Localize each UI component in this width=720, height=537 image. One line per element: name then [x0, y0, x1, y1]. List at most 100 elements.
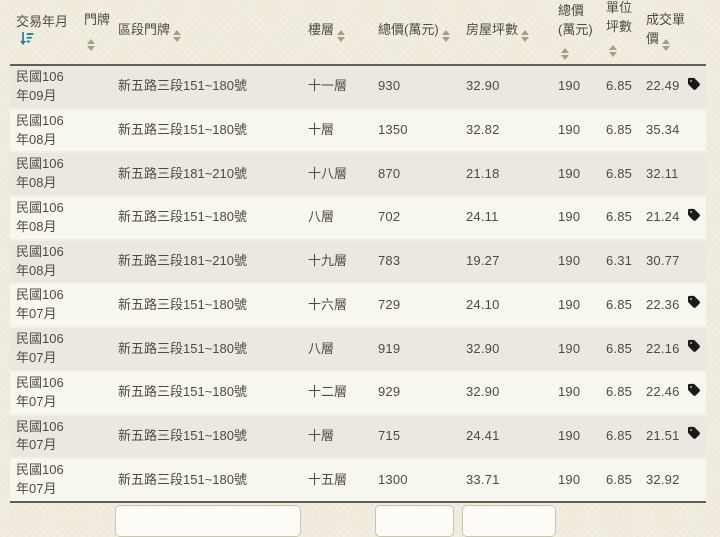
- sort-toggle-icon[interactable]: [87, 38, 95, 51]
- date-year: 民國106: [16, 418, 64, 434]
- column-header-total-price[interactable]: 總價(萬元): [372, 0, 460, 66]
- cell-house-ping: 32.90: [460, 371, 552, 416]
- column-header-total-price-2[interactable]: 總價(萬元): [552, 0, 600, 66]
- cell-unit-price: 32.11: [640, 153, 688, 198]
- cell-total-price: 1300: [372, 459, 460, 503]
- column-label: 門牌: [84, 12, 111, 28]
- cell-unit-price: 22.46: [640, 371, 688, 416]
- column-header-floor[interactable]: 樓層: [302, 0, 372, 66]
- column-header-section-address[interactable]: 區段門牌: [112, 0, 302, 66]
- cell-total-price-2: 190: [552, 197, 600, 241]
- sort-toggle-icon[interactable]: [561, 47, 569, 60]
- cell-unit-price: 30.77: [640, 240, 688, 285]
- cell-total-price: 729: [372, 284, 460, 329]
- cell-total-price: 702: [372, 197, 460, 241]
- cell-unit-ping: 6.85: [600, 197, 640, 241]
- sort-toggle-icon[interactable]: [441, 29, 450, 42]
- cell-tag: [688, 240, 706, 285]
- date-month: 年07月: [16, 393, 57, 409]
- cell-floor: 八層: [302, 328, 372, 372]
- cell-total-price-2: 190: [552, 109, 600, 154]
- sort-toggle-icon[interactable]: [337, 29, 346, 42]
- cell-gate-number: [78, 284, 112, 329]
- pagination-button[interactable]: [375, 505, 454, 537]
- column-label: 房屋坪數: [466, 21, 519, 37]
- sort-descending-active-icon[interactable]: [19, 32, 34, 46]
- cell-unit-price: 35.34: [640, 109, 688, 154]
- column-label: 區段門牌: [118, 21, 171, 37]
- cell-section-address: 新五路三段151~180號: [112, 371, 302, 416]
- cell-total-price-2: 190: [552, 153, 600, 198]
- cell-house-ping: 32.82: [460, 109, 552, 154]
- cell-unit-price: 21.24: [640, 197, 688, 241]
- pagination-button[interactable]: [462, 505, 556, 537]
- table-row[interactable]: 民國106 年07月 新五路三段151~180號 十層 715 24.41 19…: [10, 415, 706, 460]
- cell-unit-price: 22.16: [640, 328, 688, 372]
- cell-section-address: 新五路三段151~180號: [112, 109, 302, 154]
- table-row[interactable]: 民國106 年08月 新五路三段181~210號 十八層 870 21.18 1…: [10, 153, 706, 198]
- cell-gate-number: [78, 328, 112, 372]
- column-label: 成交單價: [646, 12, 686, 46]
- table-row[interactable]: 民國106 年07月 新五路三段151~180號 十五層 1300 33.71 …: [10, 459, 706, 503]
- cell-section-address: 新五路三段151~180號: [112, 459, 302, 503]
- date-month: 年08月: [16, 175, 57, 191]
- table-row[interactable]: 民國106 年08月 新五路三段151~180號 八層 702 24.11 19…: [10, 197, 706, 241]
- sort-toggle-icon[interactable]: [173, 29, 182, 42]
- cell-unit-price: 32.92: [640, 459, 688, 503]
- tag-icon[interactable]: [688, 339, 702, 353]
- table-row[interactable]: 民國106 年08月 新五路三段181~210號 十九層 783 19.27 1…: [10, 240, 706, 285]
- cell-tag: [688, 153, 706, 198]
- cell-transaction-date: 民國106 年09月: [10, 66, 78, 110]
- cell-section-address: 新五路三段151~180號: [112, 328, 302, 372]
- tag-icon[interactable]: [688, 295, 702, 309]
- cell-transaction-date: 民國106 年08月: [10, 153, 78, 198]
- date-month: 年08月: [16, 262, 57, 278]
- cell-unit-price: 22.36: [640, 284, 688, 329]
- column-header-gate-number[interactable]: 門牌: [78, 0, 112, 66]
- date-year: 民國106: [16, 331, 64, 347]
- tag-icon[interactable]: [688, 426, 702, 440]
- sort-toggle-icon[interactable]: [609, 44, 617, 57]
- column-header-unit-ping[interactable]: 單位坪數: [600, 0, 640, 66]
- tag-icon[interactable]: [688, 208, 702, 222]
- cell-floor: 八層: [302, 197, 372, 241]
- column-header-house-ping[interactable]: 房屋坪數: [460, 0, 552, 66]
- tag-icon[interactable]: [688, 77, 702, 91]
- cell-gate-number: [78, 153, 112, 198]
- sort-toggle-icon[interactable]: [521, 29, 530, 42]
- column-header-unit-price[interactable]: 成交單價: [640, 0, 688, 66]
- table-row[interactable]: 民國106 年09月 新五路三段151~180號 十一層 930 32.90 1…: [10, 66, 706, 110]
- cell-floor: 十層: [302, 415, 372, 460]
- cell-total-price: 929: [372, 371, 460, 416]
- cell-total-price-2: 190: [552, 66, 600, 110]
- pagination-button[interactable]: [115, 505, 301, 537]
- cell-unit-ping: 6.85: [600, 459, 640, 503]
- cell-unit-ping: 6.85: [600, 66, 640, 110]
- cell-unit-ping: 6.85: [600, 371, 640, 416]
- table-row[interactable]: 民國106 年07月 新五路三段151~180號 八層 919 32.90 19…: [10, 328, 706, 372]
- cell-house-ping: 33.71: [460, 459, 552, 503]
- cell-total-price: 783: [372, 240, 460, 285]
- cell-unit-ping: 6.31: [600, 240, 640, 285]
- transaction-table: 交易年月 門牌 區段門牌 樓層 總價(萬元) 房屋坪數 總價(萬元) 單位坪數 …: [10, 0, 706, 503]
- cell-house-ping: 32.90: [460, 328, 552, 372]
- sort-toggle-icon[interactable]: [662, 38, 671, 51]
- cell-transaction-date: 民國106 年07月: [10, 459, 78, 503]
- cell-total-price-2: 190: [552, 328, 600, 372]
- table-row[interactable]: 民國106 年07月 新五路三段151~180號 十二層 929 32.90 1…: [10, 371, 706, 416]
- cell-tag: [688, 459, 706, 503]
- column-label: 總價(萬元): [558, 3, 593, 37]
- column-label: 交易年月: [16, 13, 69, 29]
- cell-transaction-date: 民國106 年07月: [10, 371, 78, 416]
- cell-gate-number: [78, 109, 112, 154]
- column-header-tag: [688, 0, 706, 66]
- tag-icon[interactable]: [688, 383, 702, 397]
- date-year: 民國106: [16, 243, 64, 259]
- table-row[interactable]: 民國106 年08月 新五路三段151~180號 十層 1350 32.82 1…: [10, 109, 706, 154]
- column-header-transaction-date[interactable]: 交易年月: [10, 0, 78, 66]
- table-row[interactable]: 民國106 年07月 新五路三段151~180號 十六層 729 24.10 1…: [10, 284, 706, 329]
- cell-floor: 十一層: [302, 66, 372, 110]
- cell-house-ping: 24.11: [460, 197, 552, 241]
- cell-gate-number: [78, 240, 112, 285]
- cell-gate-number: [78, 197, 112, 241]
